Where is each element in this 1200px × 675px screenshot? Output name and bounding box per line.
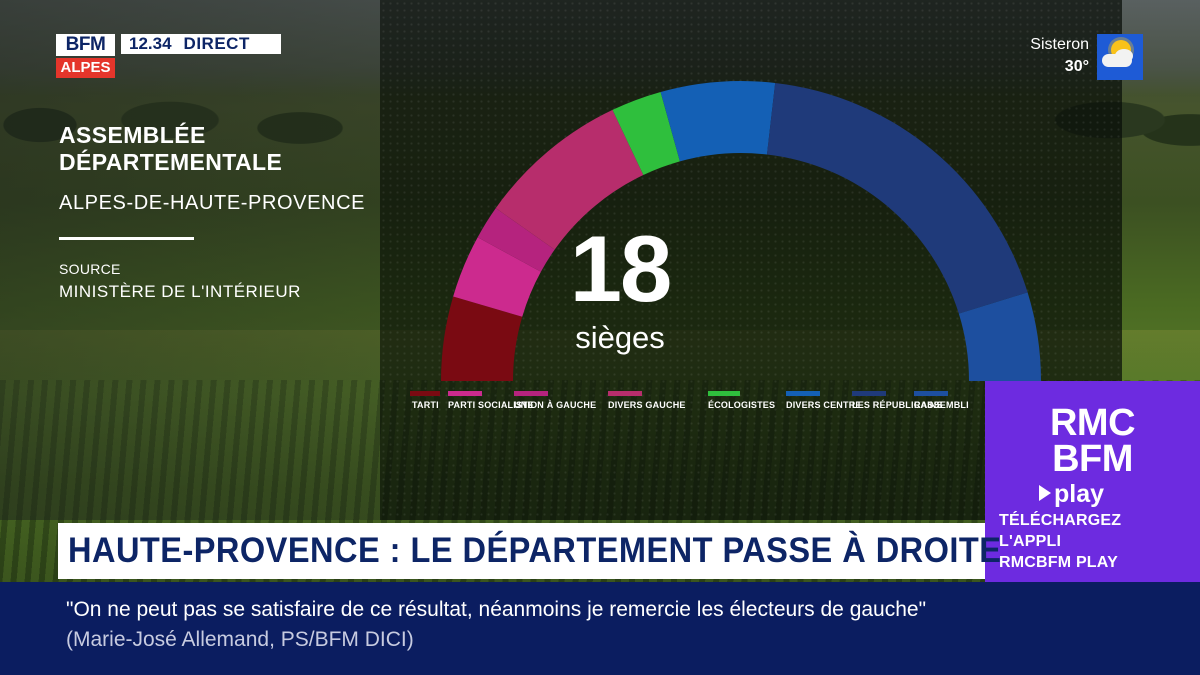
legend-swatch — [410, 391, 440, 396]
legend-label: ÉCOLOGISTES — [708, 400, 776, 410]
legend-label: PARTI SOCIALISTE — [448, 400, 535, 410]
legend-swatch — [786, 391, 820, 396]
quote-ticker: "On ne peut pas se satisfaire de ce résu… — [66, 595, 946, 655]
seat-count-unit: sièges — [575, 320, 665, 355]
legend-swatch — [514, 391, 548, 396]
source-value: MINISTÈRE DE L'INTÉRIEUR — [59, 282, 301, 301]
hemicycle-segment — [477, 208, 555, 272]
logo-bfm: BFM — [56, 34, 115, 56]
weather: Sisteron 30° — [1030, 36, 1089, 76]
hemicycle-segment — [660, 81, 776, 162]
weather-temperature: 30° — [1064, 58, 1089, 75]
legend-swatch — [914, 391, 948, 396]
quote-text: "On ne peut pas se satisfaire de ce résu… — [66, 598, 927, 621]
info-block: ASSEMBLÉE DÉPARTEMENTALE ALPES-DE-HAUTE-… — [59, 122, 379, 302]
headline-text: HAUTE-PROVENCE : LE DÉPARTEMENT PASSE À … — [68, 531, 1002, 570]
hemicycle-segment — [495, 109, 644, 250]
promo-cta-line: TÉLÉCHARGEZ — [999, 512, 1122, 529]
info-title: ASSEMBLÉE DÉPARTEMENTALE — [59, 122, 283, 175]
hemicycle-segment — [453, 237, 541, 317]
legend-swatch — [448, 391, 482, 396]
divider — [59, 237, 194, 240]
hemicycle-segment — [766, 82, 1028, 314]
headline-banner: HAUTE-PROVENCE : LE DÉPARTEMENT PASSE À … — [58, 523, 1001, 579]
rmcbfm-play-promo: RMC BFM play TÉLÉCHARGEZ L'APPLI RMCBFM … — [985, 381, 1200, 582]
legend-label: UNION À GAUCHE — [514, 400, 597, 410]
legend-swatch — [852, 391, 886, 396]
hemicycle-segment — [612, 91, 680, 175]
promo-bfm: BFM — [1052, 438, 1133, 480]
clock-time: 12.34 — [129, 34, 172, 53]
play-icon — [1039, 485, 1051, 501]
live-label: DIRECT — [183, 34, 250, 53]
promo-play: play — [1039, 480, 1104, 508]
logo-region: ALPES — [56, 58, 115, 78]
hemicycle-segment — [958, 292, 1041, 381]
seat-count-number: 18 — [569, 216, 673, 321]
seat-count: 18 sièges — [500, 222, 740, 356]
promo-cta-line: L'APPLI — [999, 533, 1062, 550]
hemicycle-chart — [441, 81, 1041, 381]
hemicycle-segment — [441, 296, 523, 381]
quote-attribution: (Marie-José Allemand, PS/BFM DICI) — [66, 628, 414, 651]
source-label: SOURCE — [59, 261, 121, 277]
quote-band — [0, 582, 1200, 675]
legend-label: DIVERS GAUCHE — [608, 400, 686, 410]
legend-label: DIVERS CENTRE — [786, 400, 862, 410]
left-overlay — [0, 0, 380, 520]
legend-swatch — [708, 391, 740, 396]
legend-label: RASSEMBLI — [914, 400, 969, 410]
promo-cta-line: RMCBFM PLAY — [999, 554, 1118, 571]
sun-behind-cloud-icon — [1097, 34, 1143, 80]
channel-logo: BFM ALPES — [56, 34, 115, 78]
legend-swatch — [608, 391, 642, 396]
legend-label: LES RÉPUBLICAINS — [852, 400, 943, 410]
promo-cta: TÉLÉCHARGEZ L'APPLI RMCBFM PLAY — [999, 510, 1121, 573]
legend-label: TARTI — [412, 400, 439, 410]
promo-rmc: RMC — [1049, 402, 1136, 444]
clock-badge: 12.34 DIRECT — [121, 34, 281, 54]
info-subtitle: ALPES-DE-HAUTE-PROVENCE — [59, 192, 366, 214]
weather-city: Sisteron — [1030, 36, 1089, 53]
